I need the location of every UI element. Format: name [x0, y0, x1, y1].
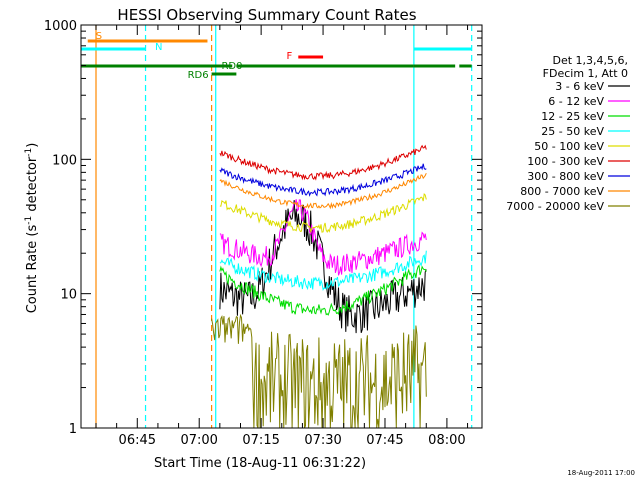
flag-label-f: F — [287, 51, 293, 62]
legend-label: 300 - 800 keV — [527, 170, 604, 183]
y-axis-label: Count Rate (s-1 detector-1) — [24, 143, 40, 314]
x-tick-label: 08:00 — [428, 433, 465, 448]
series-trace — [219, 200, 427, 334]
x-tick-label: 06:45 — [119, 433, 156, 448]
legend: Det 1,3,4,5,6,FDecim 1, Att 03 - 6 keV 6 … — [506, 54, 630, 213]
flag-label-s: S — [96, 31, 102, 42]
series-trace — [219, 172, 427, 210]
series-trace — [219, 250, 427, 291]
legend-label: 7000 - 20000 keV — [506, 200, 604, 213]
x-tick-label: 07:45 — [366, 433, 403, 448]
legend-label: 25 - 50 keV — [541, 125, 604, 138]
y-tick-label: 1000 — [44, 19, 77, 34]
legend-label: 3 - 6 keV — [555, 80, 604, 93]
axes-layer: 1 10 100 1000 06:45 07:00 07:15 07:30 07:45 08:00 — [44, 19, 483, 448]
flag-label-n: N — [155, 42, 162, 53]
x-tick-label: 07:15 — [242, 433, 279, 448]
legend-header: Det 1,3,4,5,6, — [552, 54, 628, 67]
flag-label-rd0: RD0 — [221, 61, 242, 72]
series-trace — [219, 163, 427, 197]
series-trace — [211, 313, 427, 429]
series-trace — [219, 264, 427, 316]
y-tick-label: 1 — [69, 422, 77, 437]
plot-frame — [80, 24, 483, 429]
x-axis-label: Start Time (18-Aug-11 06:31:22) — [154, 456, 366, 471]
legend-label: 50 - 100 keV — [534, 140, 604, 153]
x-tick-label: 07:00 — [180, 433, 217, 448]
y-tick-label: 10 — [60, 288, 77, 303]
series-trace — [219, 144, 427, 181]
legend-label: 100 - 300 keV — [527, 155, 604, 168]
legend-label: 12 - 25 keV — [541, 110, 604, 123]
footer-date: 18-Aug-2011 17:00 — [567, 469, 635, 477]
series-trace — [219, 199, 427, 276]
series-trace — [219, 192, 427, 234]
legend-header: FDecim 1, Att 0 — [543, 67, 628, 80]
legend-label: 6 - 12 keV — [548, 95, 604, 108]
data-layer: S N RD0 RD6 F — [81, 25, 473, 429]
chart-title: HESSI Observing Summary Count Rates — [117, 6, 416, 24]
x-tick-label: 07:30 — [304, 433, 341, 448]
flag-label-rd6: RD6 — [188, 70, 209, 81]
legend-label: 800 - 7000 keV — [520, 185, 604, 198]
y-tick-label: 100 — [52, 153, 77, 168]
